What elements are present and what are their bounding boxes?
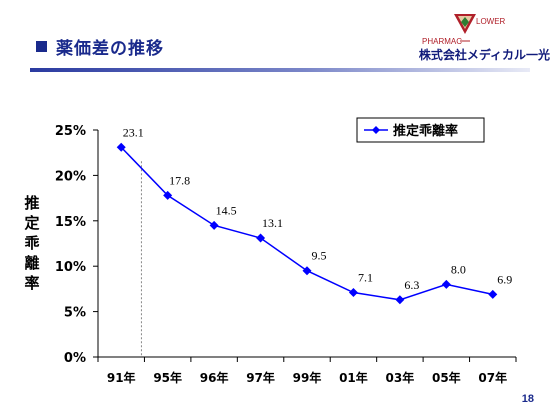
data-point-marker	[395, 295, 405, 305]
x-tick-label: 96年	[200, 370, 229, 385]
company-name: 株式会社メディカル一光	[418, 48, 550, 62]
x-tick-label: 99年	[293, 370, 322, 385]
series-line-group	[120, 146, 493, 301]
data-label: 23.1	[123, 125, 144, 139]
y-tick-label: 15%	[55, 215, 86, 230]
chart-legend: 推定乖離率	[356, 117, 485, 143]
x-tick-label: 91年	[107, 370, 136, 385]
title-underline	[30, 68, 530, 72]
company-logo: LOWER PHARMAC	[414, 10, 554, 64]
data-label: 7.1	[358, 271, 373, 285]
data-labels: 23.1 17.8 14.5 13.1 9.5 7.1 6.3 8.0 6.9	[123, 125, 513, 292]
series-markers	[116, 142, 498, 305]
legend-marker	[372, 126, 380, 134]
x-tick-label: 01年	[339, 370, 368, 385]
logo-brand-right: LOWER	[476, 17, 506, 26]
y-axis-label-char: 定	[24, 214, 39, 232]
x-tick-label: 05年	[432, 370, 461, 385]
data-point-marker	[441, 279, 451, 289]
data-label: 17.8	[169, 173, 190, 187]
data-point-marker	[163, 190, 173, 200]
data-point-marker	[302, 266, 312, 276]
data-point-marker	[116, 142, 126, 152]
data-point-marker	[348, 288, 358, 298]
data-label: 6.3	[404, 278, 419, 292]
data-label: 14.5	[216, 203, 237, 217]
page-number: 18	[521, 393, 534, 405]
data-point-marker	[488, 289, 498, 299]
logo-brand-left: PHARMAC	[422, 37, 462, 46]
y-tick-labels: 0% 5% 10% 15% 20% 25%	[55, 124, 86, 366]
y-tick-label: 0%	[64, 351, 86, 366]
x-tick-label: 03年	[386, 370, 415, 385]
data-label: 8.0	[451, 262, 466, 276]
chart-axes	[93, 129, 517, 362]
x-tick-label: 95年	[153, 370, 182, 385]
data-point-marker	[256, 233, 266, 243]
data-label: 9.5	[312, 249, 327, 263]
y-axis-label-char: 離	[24, 254, 39, 272]
y-axis-label-char: 乖	[24, 234, 39, 252]
x-tick-label: 07年	[478, 370, 507, 385]
y-tick-label: 20%	[55, 169, 86, 184]
data-label: 6.9	[497, 272, 512, 286]
y-tick-label: 25%	[55, 124, 86, 139]
title-bullet	[36, 41, 47, 52]
x-tick-labels: 91年 95年 96年 97年 99年 01年 03年 05年 07年	[107, 370, 507, 385]
x-tick-label: 97年	[246, 370, 275, 385]
data-label: 13.1	[262, 216, 283, 230]
y-axis-label-char: 推	[24, 194, 39, 212]
legend-label: 推定乖離率	[393, 123, 458, 139]
series-line	[120, 146, 493, 301]
y-axis-label: 推定乖離率	[24, 194, 39, 292]
y-tick-label: 10%	[55, 260, 86, 275]
data-point-marker	[209, 220, 219, 230]
y-axis-label-char: 率	[24, 274, 39, 292]
slide-title: 薬価差の推移	[56, 39, 164, 59]
flower-logo-icon: LOWER PHARMAC	[422, 14, 506, 46]
y-tick-label: 5%	[64, 306, 86, 321]
